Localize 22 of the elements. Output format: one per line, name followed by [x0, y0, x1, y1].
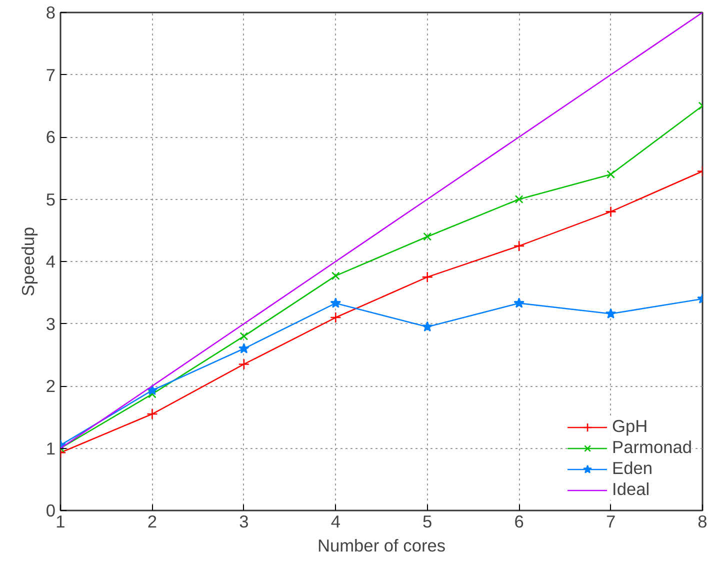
y-tick-label: 4 [46, 252, 56, 272]
x-axis-title: Number of cores [317, 536, 446, 556]
y-tick-label: 6 [46, 127, 56, 147]
legend-label: Eden [612, 458, 653, 479]
x-tick-label: 2 [147, 512, 158, 532]
x-tick-label: 5 [422, 512, 432, 532]
legend-label: Ideal [612, 479, 650, 500]
y-tick-label: 1 [46, 438, 56, 458]
y-tick-label: 0 [46, 500, 56, 520]
y-tick-label: 8 [46, 2, 56, 22]
y-tick-label: 3 [46, 314, 56, 334]
x-tick-label: 6 [514, 512, 524, 532]
legend-label: Parmonad [612, 437, 692, 458]
y-axis-title: Speedup [18, 226, 38, 296]
y-tick-label: 5 [46, 189, 56, 210]
legend-label: GpH [612, 416, 648, 437]
y-tick-label: 2 [46, 376, 56, 396]
x-tick-label: 7 [606, 512, 616, 532]
x-tick-label: 3 [239, 512, 249, 532]
y-tick-label: 7 [46, 64, 56, 85]
x-tick-label: 8 [698, 512, 708, 532]
x-tick-label: 4 [330, 512, 341, 532]
